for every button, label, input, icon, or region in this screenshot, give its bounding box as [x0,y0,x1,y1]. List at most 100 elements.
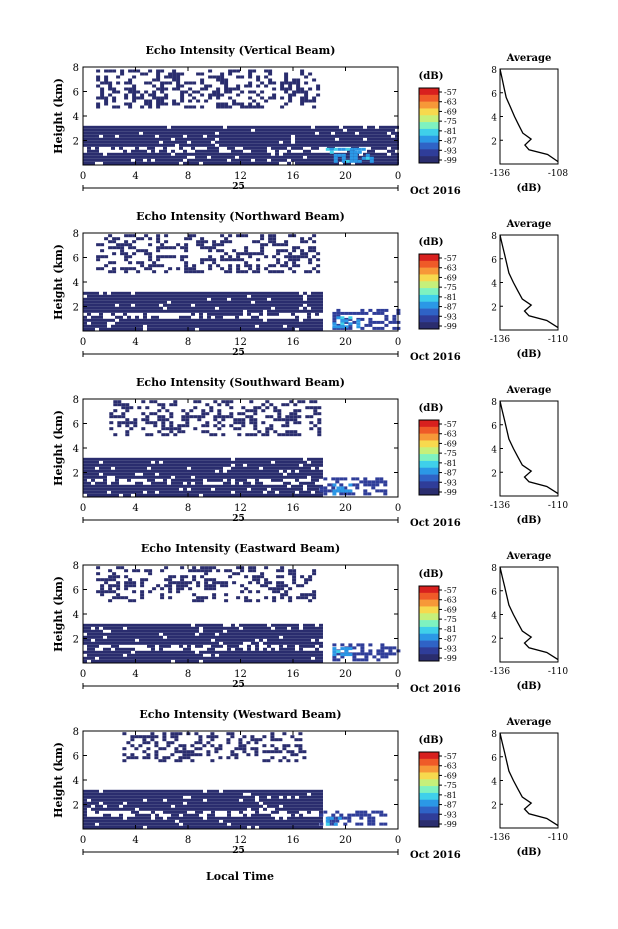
heatmap-cell [279,303,283,307]
heatmap-cell [255,813,259,817]
heatmap-cell [143,131,147,135]
heatmap-cell [231,653,235,657]
heatmap-cell [261,421,266,425]
heatmap-cell [283,626,287,630]
heatmap-cell [223,816,227,820]
heatmap-cell [131,484,135,488]
heatmap-cell [388,320,393,324]
heatmap-cell [157,409,162,413]
heatmap-cell [347,128,351,132]
heatmap-cell [215,484,219,488]
heatmap-cell [272,93,277,97]
heatmap-cell [135,629,139,633]
heatmap-cell [148,69,153,73]
heatmap-cell [263,155,267,159]
heatmap-cell [124,96,129,100]
heatmap-cell [131,457,135,461]
heatmap-cell [143,303,147,307]
heatmap-cell [276,581,281,585]
heatmap-cell [128,267,133,271]
heatmap-cell [91,324,95,328]
heatmap-cell [156,105,161,109]
heatmap-cell [267,463,271,467]
heatmap-cell [299,309,303,313]
heatmap-cell [271,291,275,295]
heatmap-cell [303,137,307,141]
heatmap-cell [304,240,309,244]
heatmap-cell [271,623,275,627]
heatmap-cell [179,128,183,132]
heatmap-cell [111,327,115,331]
heatmap-cell [163,478,167,482]
heatmap-cell [291,490,295,494]
heatmap-cell [259,321,263,325]
heatmap-cell [143,469,147,473]
heatmap-cell [115,152,119,156]
heatmap-cell [276,258,281,262]
heatmap-cell [219,321,223,325]
heatmap-cell [164,255,169,259]
heatmap-cell [355,137,359,141]
heatmap-cell [221,415,226,419]
heatmap-cell [83,324,87,328]
heatmap-cell [243,327,247,331]
heatmap-cell [123,457,127,461]
heatmap-cell [131,152,135,156]
heatmap-cell [275,484,279,488]
heatmap-cell [231,297,235,301]
heatmap-cell [200,72,205,76]
heatmap-cell [123,125,127,129]
heatmap-cell [275,626,279,630]
heatmap-cell [91,300,95,304]
heatmap-cell [87,143,91,147]
heatmap-cell [215,641,219,645]
heatmap-cell [160,69,165,73]
heatmap-cell [223,632,227,636]
heatmap-cell [259,798,263,802]
heatmap-cell [140,261,145,265]
heatmap-cell [123,318,127,322]
heatmap-cell [305,406,310,410]
heatmap-cell [244,264,249,268]
heatmap-cell [315,626,319,630]
heatmap-cell [289,415,294,419]
heatmap-cell [195,819,199,823]
heatmap-cell [208,569,213,573]
heatmap-cell [375,158,379,162]
heatmap-cell [191,801,195,805]
heatmap-cell [143,816,147,820]
heatmap-cell [296,258,301,262]
heatmap-cell [336,652,341,656]
colorbar-tick-label: -81 [444,625,457,634]
heatmap-cell [300,575,305,579]
heatmap-cell [195,487,199,491]
heatmap-cell [255,792,259,796]
heatmap-cell [251,813,255,817]
heatmap-cell [299,659,303,663]
heatmap-cell [175,297,179,301]
heatmap-cell [279,143,283,147]
average-y-tick-label: 6 [491,256,497,266]
heatmap-cell [87,801,91,805]
heatmap-cell [91,656,95,660]
heatmap-cell [119,291,123,295]
heatmap-cell [300,255,305,259]
heatmap-cell [104,69,109,73]
heatmap-cell [227,134,231,138]
heatmap-cell [340,489,345,493]
heatmap-cell [179,481,183,485]
heatmap-cell [87,475,91,479]
heatmap-cell [345,147,350,151]
heatmap-cell [199,309,203,313]
heatmap-cell [208,255,213,259]
heatmap-cell [179,644,183,648]
heatmap-cell [188,105,193,109]
heatmap-cell [231,327,235,331]
heatmap-cell [247,650,251,654]
heatmap-cell [295,318,299,322]
heatmap-cell [123,795,127,799]
heatmap-cell [183,161,187,165]
heatmap-cell [337,147,342,151]
heatmap-cell [135,493,139,497]
x-tick-label: 0 [80,669,86,680]
